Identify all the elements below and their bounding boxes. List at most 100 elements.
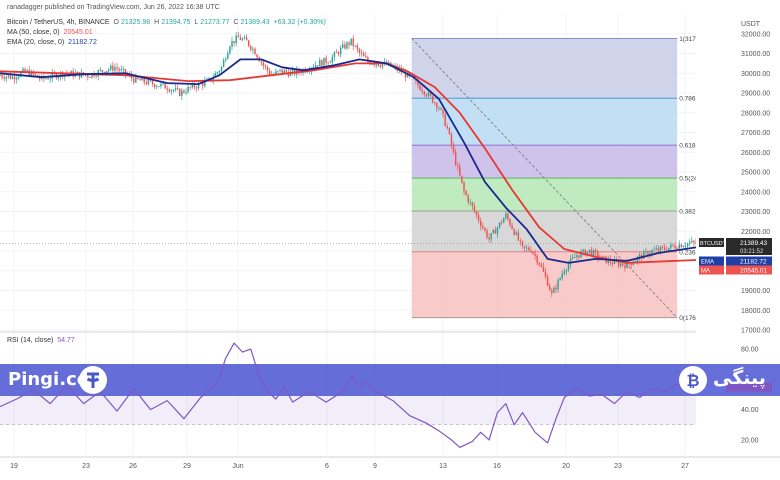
- candle-body: [563, 271, 566, 274]
- ema20-line: [0, 58, 697, 264]
- candle-body: [565, 269, 568, 272]
- candle-body: [99, 70, 102, 71]
- candle-body: [24, 68, 26, 71]
- candle-body: [576, 255, 578, 258]
- candle-body: [325, 57, 327, 63]
- candle-body: [235, 35, 237, 44]
- candle-body: [254, 48, 256, 55]
- price-tick-label: 24000.00: [741, 189, 770, 196]
- candle-body: [607, 258, 609, 264]
- candle-body: [229, 46, 231, 54]
- candle-body: [406, 72, 409, 78]
- price-tick-label: 19000.00: [741, 288, 770, 295]
- candle-body: [262, 62, 265, 66]
- candle-body: [250, 45, 252, 50]
- candle-body: [509, 219, 511, 226]
- time-tick-label: 19: [10, 463, 18, 470]
- candle-body: [678, 244, 681, 249]
- price-tick-label: 17000.00: [741, 328, 770, 335]
- candle-body: [264, 65, 267, 67]
- watermark-left: Pingi.co: [8, 369, 90, 390]
- candle-body: [95, 76, 97, 77]
- ma-tag-value-box: [726, 265, 772, 275]
- btcusdt-value-box: [726, 238, 772, 255]
- candle-body: [603, 256, 605, 258]
- ma-tag-label: MA: [701, 269, 710, 275]
- candle-body: [456, 164, 459, 167]
- candle-body: [105, 71, 108, 74]
- candle-body: [158, 86, 160, 88]
- candle-body: [377, 64, 380, 67]
- close-value: 21389.43: [240, 19, 270, 26]
- candle-body: [314, 65, 317, 68]
- candle-body: [551, 290, 553, 293]
- candle-body: [275, 71, 277, 75]
- candle-body: [15, 77, 18, 80]
- candle-body: [463, 182, 465, 192]
- rsi-tick-label: 40.00: [741, 407, 759, 414]
- candle-body: [350, 38, 352, 45]
- time-tick-label: 6: [325, 463, 329, 470]
- time-tick-label: 9: [373, 463, 377, 470]
- candle-body: [13, 76, 16, 80]
- btcusdt-label-box: [699, 238, 724, 247]
- candle-body: [329, 62, 331, 64]
- candle-body: [9, 75, 12, 79]
- price-tick-label: 26000.00: [741, 150, 770, 157]
- candle-body: [688, 242, 691, 244]
- tether-icon: [79, 366, 107, 394]
- candle-body: [195, 87, 198, 89]
- candle-body: [268, 70, 271, 75]
- candle-body: [620, 263, 622, 267]
- candle-body: [362, 53, 365, 57]
- price-tick-label: 23000.00: [741, 209, 770, 216]
- fib-band: [411, 98, 678, 146]
- ema-value: 21182.72: [68, 39, 97, 46]
- candle-body: [434, 102, 436, 104]
- candle-body: [638, 254, 641, 257]
- candle-body: [316, 65, 319, 66]
- time-tick-label: 13: [439, 463, 447, 470]
- candle-body: [57, 76, 60, 79]
- candle-body: [657, 248, 660, 251]
- candle-body: [335, 52, 338, 54]
- candle-body: [202, 83, 204, 86]
- candle-body: [622, 263, 624, 266]
- candle-body: [626, 261, 628, 268]
- candle-body: [670, 244, 672, 248]
- candle-body: [360, 53, 363, 54]
- rsi-tick-label: 20.00: [741, 437, 759, 444]
- candle-body: [47, 78, 49, 80]
- candle-body: [674, 245, 676, 249]
- candle-body: [212, 77, 214, 81]
- candle-body: [344, 44, 346, 49]
- candle-body: [11, 76, 14, 79]
- candle-body: [523, 246, 526, 248]
- candle-body: [312, 67, 315, 69]
- candle-body: [561, 273, 563, 278]
- candle-body: [668, 247, 670, 251]
- candle-body: [553, 287, 555, 293]
- candle-body: [101, 70, 104, 72]
- candle-body: [461, 175, 463, 183]
- candle-body: [0, 75, 1, 77]
- candle-body: [592, 250, 595, 256]
- candle-body: [454, 151, 457, 165]
- candle-body: [436, 102, 438, 109]
- candle-body: [517, 232, 520, 241]
- candle-body: [243, 37, 246, 39]
- candle-body: [176, 88, 179, 90]
- candle-body: [632, 262, 635, 265]
- candle-body: [647, 251, 649, 256]
- candle-body: [247, 40, 250, 46]
- candle-body: [45, 78, 47, 80]
- candle-body: [427, 92, 430, 96]
- candle-body: [333, 52, 336, 57]
- rsi-legend: RSI (14, close) 54.77: [7, 337, 77, 344]
- candle-body: [574, 257, 576, 258]
- candle-body: [147, 79, 150, 85]
- high-value: 21394.75: [161, 19, 191, 26]
- candle-body: [373, 64, 375, 66]
- candle-body: [590, 249, 593, 256]
- candle-body: [214, 73, 217, 78]
